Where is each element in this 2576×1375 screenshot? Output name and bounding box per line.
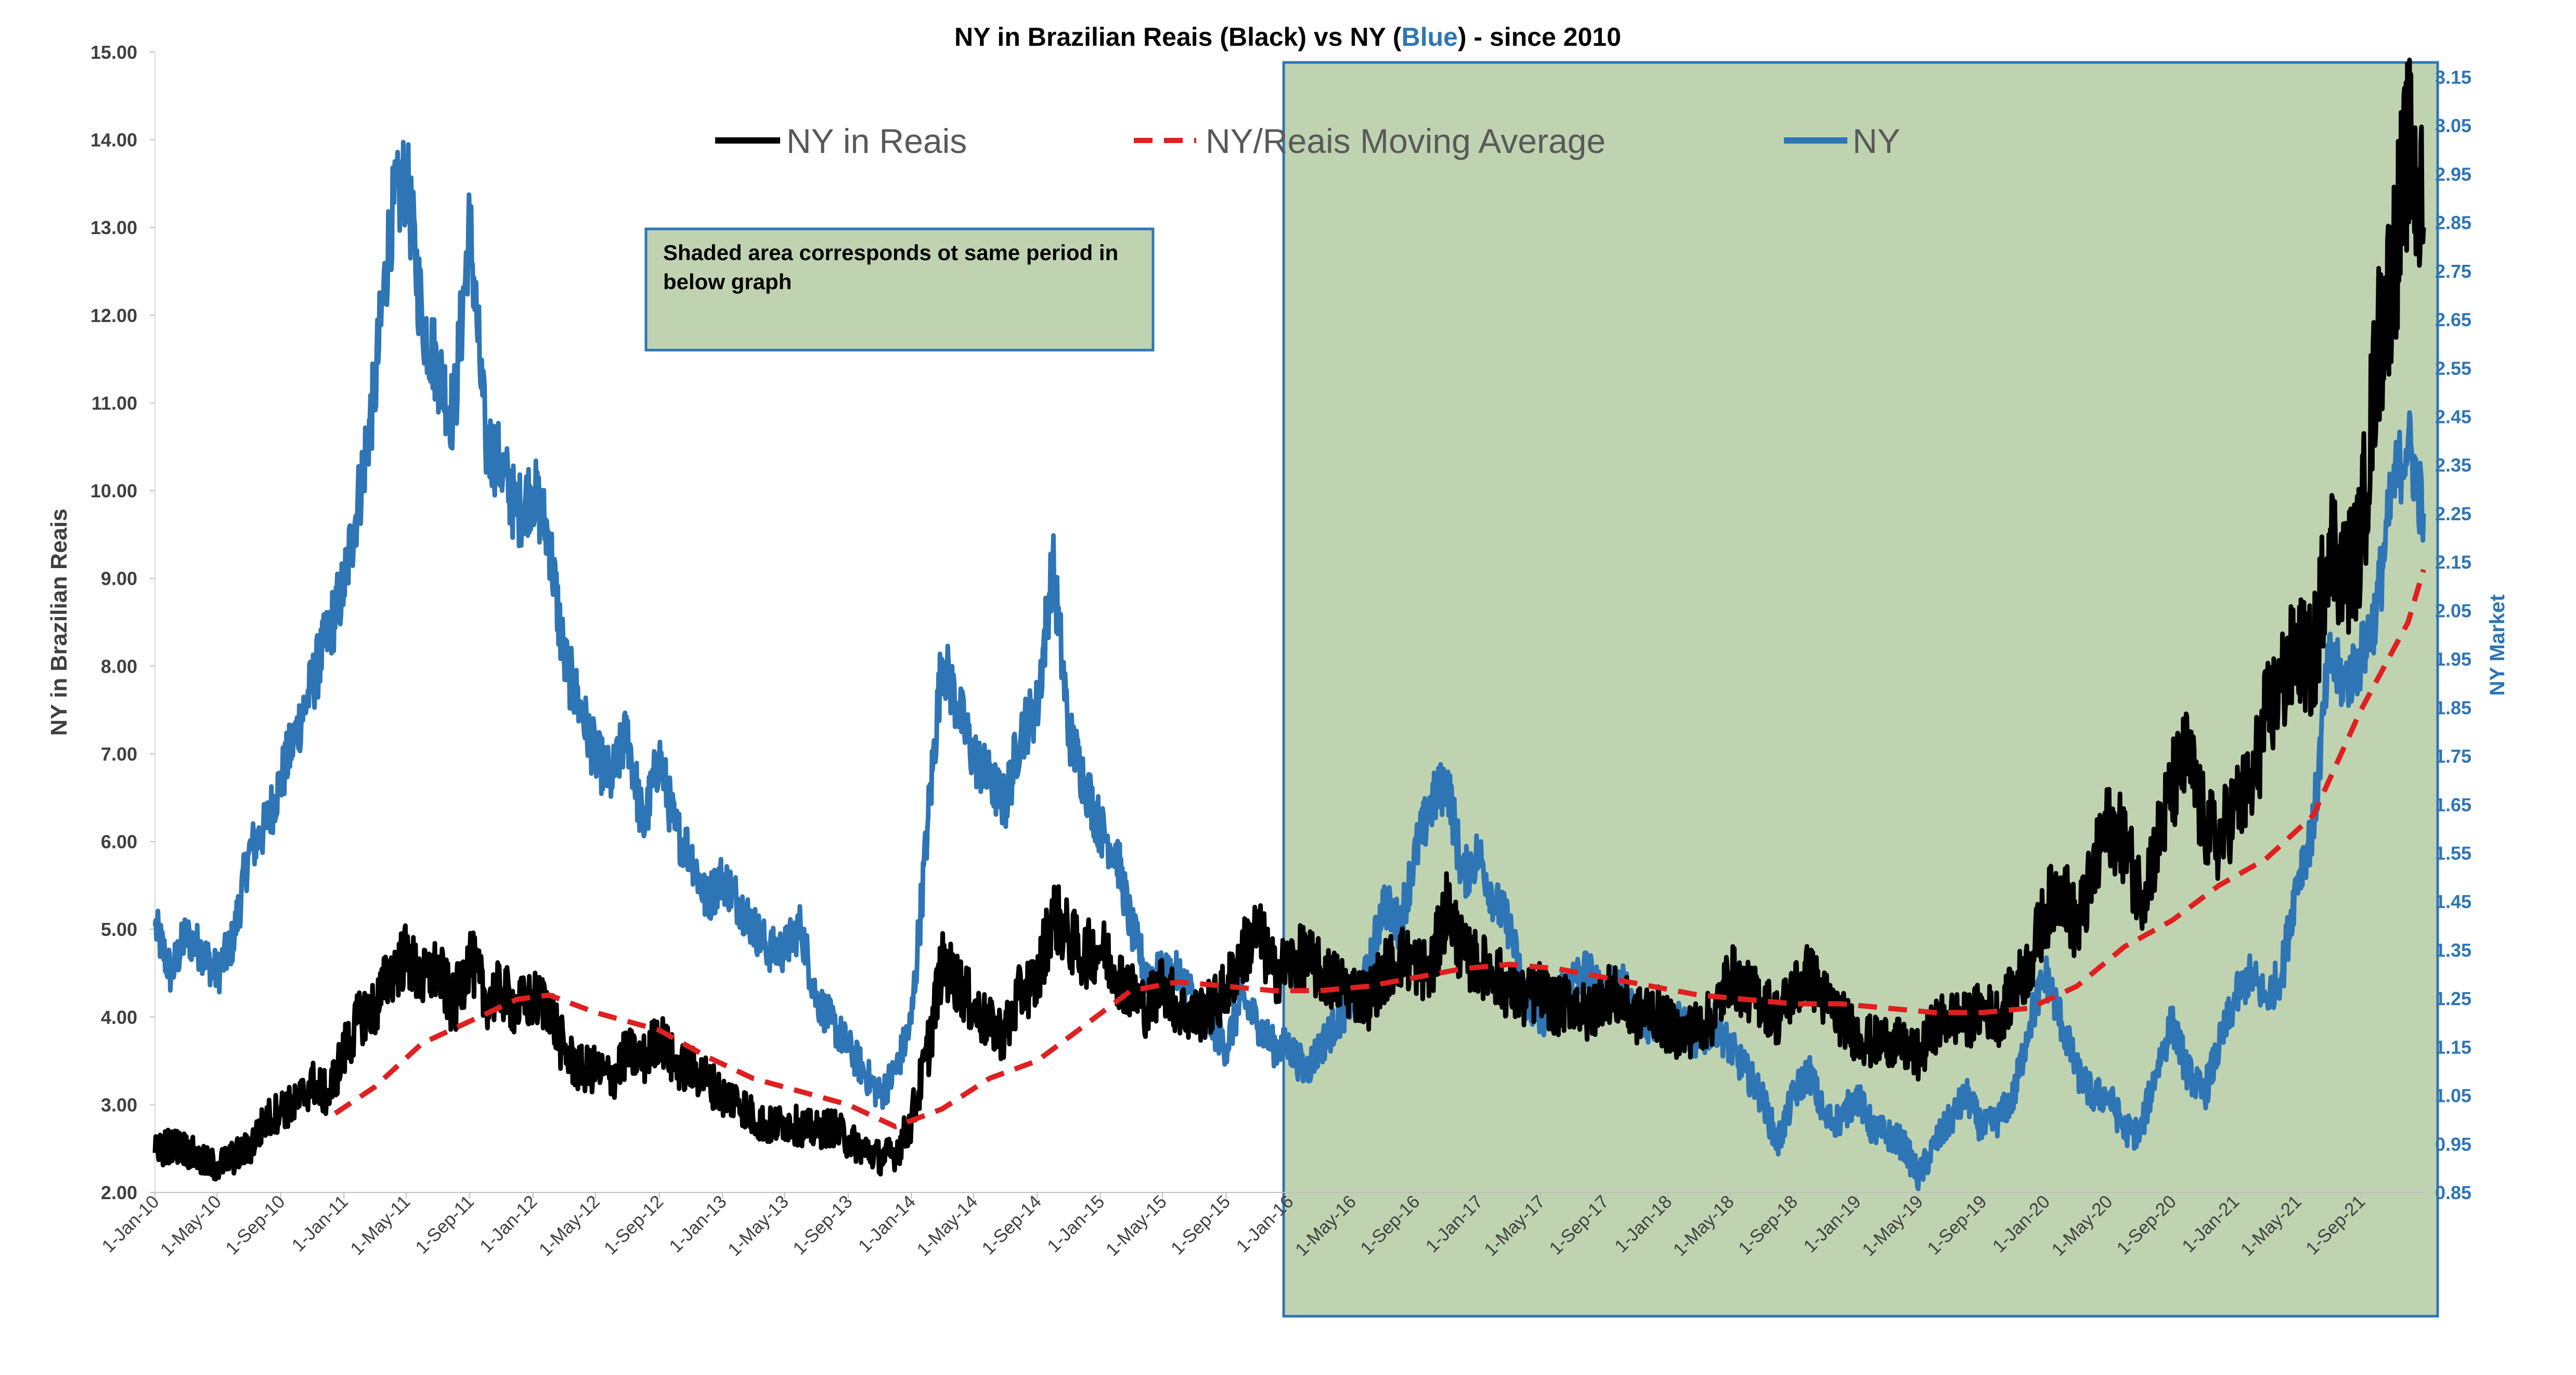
title-blue-word: Blue xyxy=(1402,22,1458,52)
chart-title: NY in Brazilian Reais (Black) vs NY (Blu… xyxy=(954,22,1621,52)
series-line-moving-average xyxy=(333,569,2426,1129)
y2-tick-label: 2.05 xyxy=(2435,600,2471,621)
y-tick-label: 12.00 xyxy=(90,305,137,326)
y2-tick-label: 1.85 xyxy=(2435,697,2471,718)
y2-tick-label: 2.85 xyxy=(2435,212,2471,234)
y2-tick-label: 1.15 xyxy=(2435,1036,2471,1058)
legend-label-moving-average: NY/Reais Moving Average xyxy=(1206,122,1606,160)
y-tick-label: 14.00 xyxy=(90,130,137,151)
y-tick-label: 11.00 xyxy=(92,392,137,414)
y2-tick-label: 2.65 xyxy=(2435,309,2471,330)
annotation-box-frame xyxy=(644,227,1155,352)
series-layer xyxy=(152,57,2426,1191)
y2-tick-label: 1.35 xyxy=(2435,940,2471,961)
y2-axis-title: NY Market xyxy=(2486,595,2509,696)
y2-tick-label: 2.35 xyxy=(2435,455,2471,476)
title-suffix: ) - since 2010 xyxy=(1458,22,1621,52)
y2-tick-label: 2.25 xyxy=(2435,503,2471,524)
y2-tick-label: 1.55 xyxy=(2435,842,2471,864)
y2-tick-label: 1.45 xyxy=(2435,891,2471,913)
y2-tick-label: 1.75 xyxy=(2435,746,2471,767)
annotation-text: Shaded area corresponds ot same period i… xyxy=(663,240,1118,294)
y2-tick-label: 0.85 xyxy=(2435,1182,2471,1203)
y2-tick-label: 2.95 xyxy=(2435,163,2471,185)
series-line-ny-in-reais xyxy=(152,57,2426,1182)
y2-tick-label: 0.95 xyxy=(2435,1134,2471,1155)
y-tick-label: 8.00 xyxy=(101,656,137,677)
y-tick-label: 2.00 xyxy=(101,1182,137,1203)
y-tick-label: 4.00 xyxy=(101,1007,137,1028)
y2-tick-label: 1.05 xyxy=(2435,1085,2471,1107)
y-tick-label: 15.00 xyxy=(90,42,137,63)
y2-tick-label: 1.95 xyxy=(2435,649,2471,670)
series-line-ny xyxy=(152,139,2426,1191)
title-prefix: NY in Brazilian Reais (Black) vs NY ( xyxy=(954,22,1402,52)
legend: NY in Reais NY/Reais Moving Average NY xyxy=(715,122,1900,160)
y-axis-title: NY in Brazilian Reais xyxy=(46,509,72,736)
y-tick-label: 6.00 xyxy=(101,831,137,853)
y2-tick-label: 1.65 xyxy=(2435,794,2471,815)
y2-tick-label: 2.15 xyxy=(2435,551,2471,573)
legend-label-ny-in-reais: NY in Reais xyxy=(786,122,967,160)
y2-tick-label: 2.75 xyxy=(2435,261,2471,282)
y2-tick-label: 3.05 xyxy=(2435,115,2471,136)
legend-label-ny: NY xyxy=(1853,122,1900,160)
y-tick-label: 9.00 xyxy=(101,568,137,589)
y2-tick-label: 3.15 xyxy=(2435,67,2471,88)
y2-tick-label: 2.55 xyxy=(2435,357,2471,379)
y-tick-label: 13.00 xyxy=(90,217,137,238)
annotation-box: Shaded area corresponds ot same period i… xyxy=(644,227,1155,352)
y-tick-label: 5.00 xyxy=(101,919,137,940)
y2-tick-label: 1.25 xyxy=(2435,988,2471,1009)
y-tick-label: 10.00 xyxy=(90,480,137,502)
y-tick-label: 7.00 xyxy=(101,743,137,765)
y-tick-label: 3.00 xyxy=(101,1094,137,1115)
y2-tick-label: 2.45 xyxy=(2435,406,2471,428)
